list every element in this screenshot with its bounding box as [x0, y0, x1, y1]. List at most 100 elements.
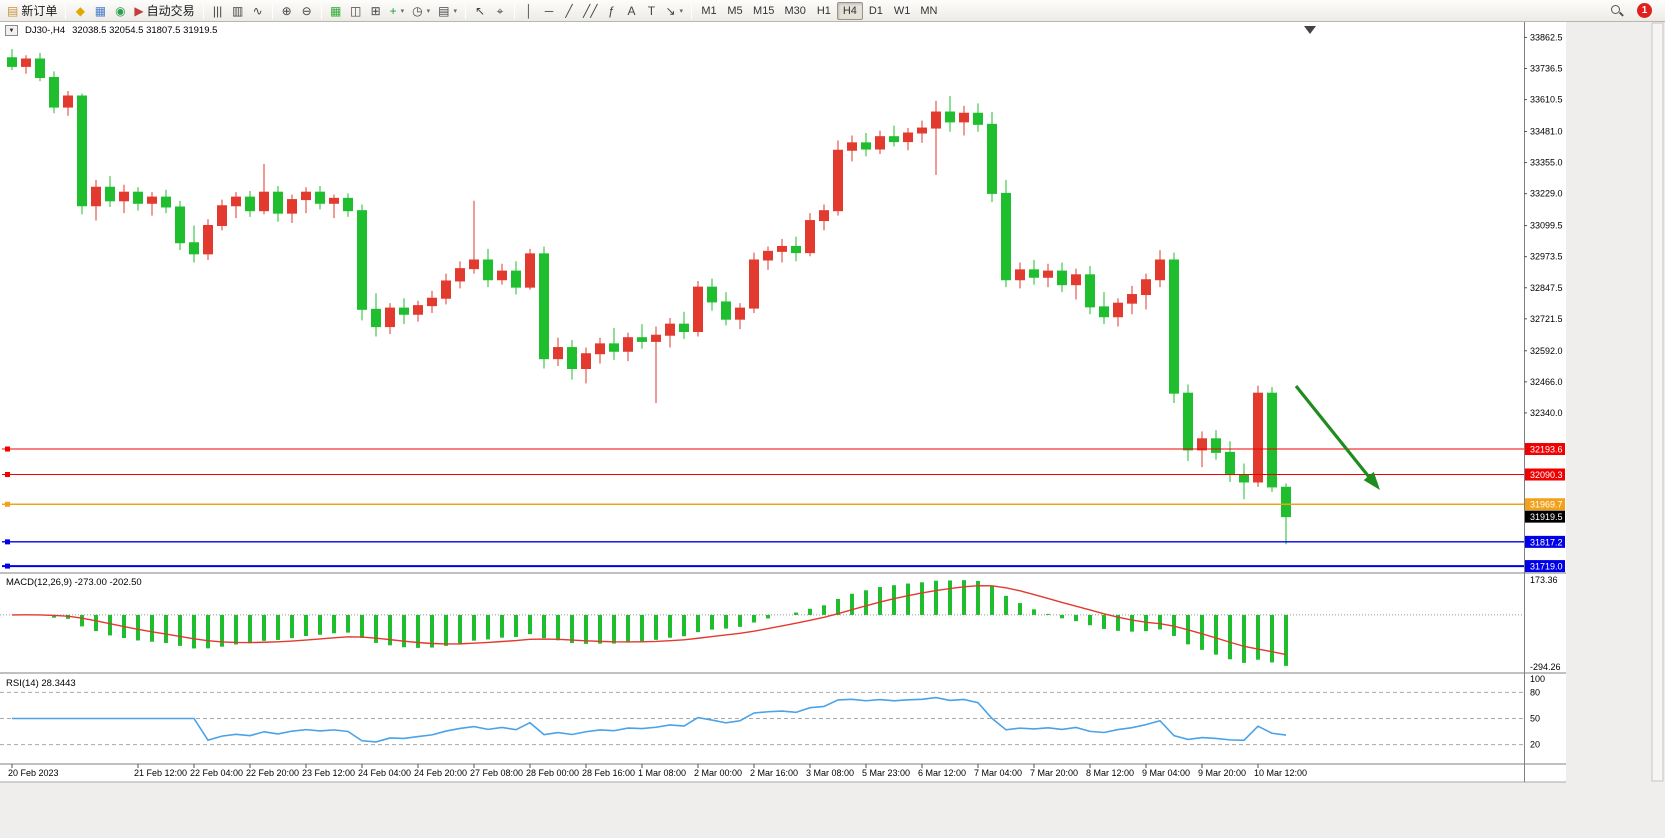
- price-label-text: 32193.6: [1530, 445, 1563, 455]
- current-price-text: 31919.5: [1530, 512, 1563, 522]
- chart-collapse-button[interactable]: ▼: [5, 25, 18, 36]
- candle: [1169, 259, 1179, 394]
- candle: [791, 245, 801, 254]
- line-anchor[interactable]: [5, 539, 10, 545]
- price-axis-label: 33862.5: [1530, 32, 1563, 42]
- chart-ohlc-values: 32038.5 32054.5 31807.5 31919.5: [72, 25, 218, 36]
- timeframe-d1-button[interactable]: D1: [863, 2, 889, 20]
- horizontal-line-button[interactable]: ─: [539, 1, 559, 21]
- chart-profiles-button[interactable]: ◆: [70, 1, 90, 21]
- candle: [861, 142, 871, 150]
- candle: [7, 57, 17, 67]
- candle: [385, 307, 395, 328]
- timeframe-w1-button[interactable]: W1: [889, 2, 916, 20]
- zoom-out-button[interactable]: ⊖: [297, 1, 317, 21]
- crosshair-button[interactable]: ⌖: [490, 1, 510, 21]
- candle: [357, 210, 367, 310]
- candle: [903, 132, 913, 143]
- bar-chart-button[interactable]: |||: [208, 1, 228, 21]
- candle: [777, 245, 787, 252]
- line-anchor[interactable]: [5, 472, 10, 478]
- search-button[interactable]: [1607, 1, 1627, 21]
- price-axis-label: 32592.0: [1530, 346, 1563, 356]
- candle: [707, 286, 717, 303]
- price-axis-label: 33610.5: [1530, 95, 1563, 105]
- toolbar-separator: [691, 2, 693, 19]
- timeframe-h4-button[interactable]: H4: [836, 1, 863, 20]
- fibonacci-button[interactable]: ƒ: [601, 1, 621, 21]
- collapse-triangle-icon: ▼: [8, 27, 15, 34]
- candlestick-chart-button[interactable]: ▥: [228, 1, 248, 21]
- tile-windows-icon: ◫: [349, 3, 362, 18]
- auto-arrange-button[interactable]: ▦: [326, 1, 346, 21]
- text-button[interactable]: A: [621, 1, 641, 21]
- indicators-button[interactable]: + ▾: [386, 1, 409, 21]
- candle: [805, 220, 815, 254]
- timeframe-h1-button[interactable]: H1: [811, 2, 837, 20]
- timeframe-mn-button[interactable]: MN: [915, 2, 942, 20]
- new-order-icon: ▤: [7, 3, 19, 18]
- timeframe-m1-button[interactable]: M1: [696, 2, 722, 20]
- candle: [511, 270, 521, 288]
- chart-shift-marker[interactable]: [1304, 26, 1316, 34]
- vertical-scrollbar[interactable]: [1651, 22, 1664, 782]
- tile-windows-button[interactable]: ◫: [346, 1, 366, 21]
- timeframe-m15-button[interactable]: M15: [748, 2, 779, 20]
- candle: [63, 95, 73, 108]
- line-anchor[interactable]: [5, 446, 10, 452]
- line-anchor[interactable]: [5, 501, 10, 507]
- candle: [1015, 269, 1025, 281]
- price-axis-label: 33481.0: [1530, 127, 1563, 137]
- toolbar: ▤ 新订单 ◆ ▦ ◉ ▶ 自动交易 ||| ▥ ∿ ⊕ ⊖ ▦ ◫ ⊞ + ▾ ◷ ▾ ▤ ▾ ↖ ⌖ │ ─ ╱ ╱╱ ƒ A T ↘ ▾…: [0, 0, 1665, 22]
- templates-button[interactable]: ▤ ▾: [434, 1, 461, 21]
- price-label-text: 31719.0: [1530, 562, 1563, 572]
- time-axis[interactable]: 20 Feb 2023 21 Feb 12:00 22 Feb 04:00 22 Fe…: [8, 764, 1307, 778]
- new-order-button[interactable]: ▤ 新订单: [3, 1, 61, 21]
- candle: [315, 191, 325, 204]
- price-axis[interactable]: 33862.5 33736.5 33610.5 33481.0 33355.0 33229…: [1524, 32, 1563, 418]
- candle: [1225, 451, 1235, 476]
- price-label-box: [1525, 468, 1565, 481]
- label-button[interactable]: T: [641, 1, 661, 21]
- trendline-icon: ╱: [565, 3, 573, 18]
- toolbar-right: 1: [1607, 1, 1662, 21]
- time-axis-label: 3 Mar 08:00: [806, 768, 854, 778]
- zoom-in-button[interactable]: ⊕: [277, 1, 297, 21]
- zoom-out-icon: ⊖: [301, 3, 312, 18]
- candle: [399, 307, 409, 315]
- timeframe-m5-button[interactable]: M5: [722, 2, 748, 20]
- search-icon: [1611, 4, 1623, 17]
- notification-badge[interactable]: 1: [1637, 3, 1652, 18]
- trendline-button[interactable]: ╱: [559, 1, 579, 21]
- vertical-line-button[interactable]: │: [519, 1, 539, 21]
- candle: [49, 76, 59, 108]
- candle: [119, 191, 129, 202]
- data-window-button[interactable]: ◉: [110, 1, 130, 21]
- toolbar-separator: [271, 2, 273, 19]
- line-chart-button[interactable]: ∿: [248, 1, 268, 21]
- trend-arrow[interactable]: [1294, 384, 1371, 479]
- candle: [973, 112, 983, 125]
- price-label-box: [1525, 560, 1565, 573]
- price-axis-label: 33355.0: [1530, 158, 1563, 168]
- rsi-label: RSI(14) 28.3443: [6, 678, 76, 689]
- price-axis-label: 32466.0: [1530, 377, 1563, 387]
- arrows-button[interactable]: ↘ ▾: [661, 1, 687, 21]
- candle: [35, 58, 45, 78]
- candle: [483, 259, 493, 281]
- cursor-button[interactable]: ↖: [470, 1, 490, 21]
- periods-button[interactable]: ◷ ▾: [408, 1, 434, 21]
- time-axis-label: 24 Feb 20:00: [414, 768, 467, 778]
- autotrading-button[interactable]: ▶ 自动交易: [130, 1, 198, 21]
- chart-background[interactable]: [0, 22, 1566, 782]
- cascade-windows-button[interactable]: ⊞: [366, 1, 386, 21]
- trend-arrow-head: [1363, 471, 1380, 490]
- zoom-in-icon: ⊕: [281, 3, 292, 18]
- line-anchor[interactable]: [5, 563, 10, 569]
- template-icon: ▤: [438, 3, 450, 18]
- market-watch-button[interactable]: ▦: [90, 1, 110, 21]
- autotrading-button-label: 自动交易: [146, 4, 195, 18]
- timeframe-m30-button[interactable]: M30: [779, 2, 810, 20]
- channel-button[interactable]: ╱╱: [579, 1, 601, 21]
- rsi-axis-label: 80: [1530, 687, 1540, 697]
